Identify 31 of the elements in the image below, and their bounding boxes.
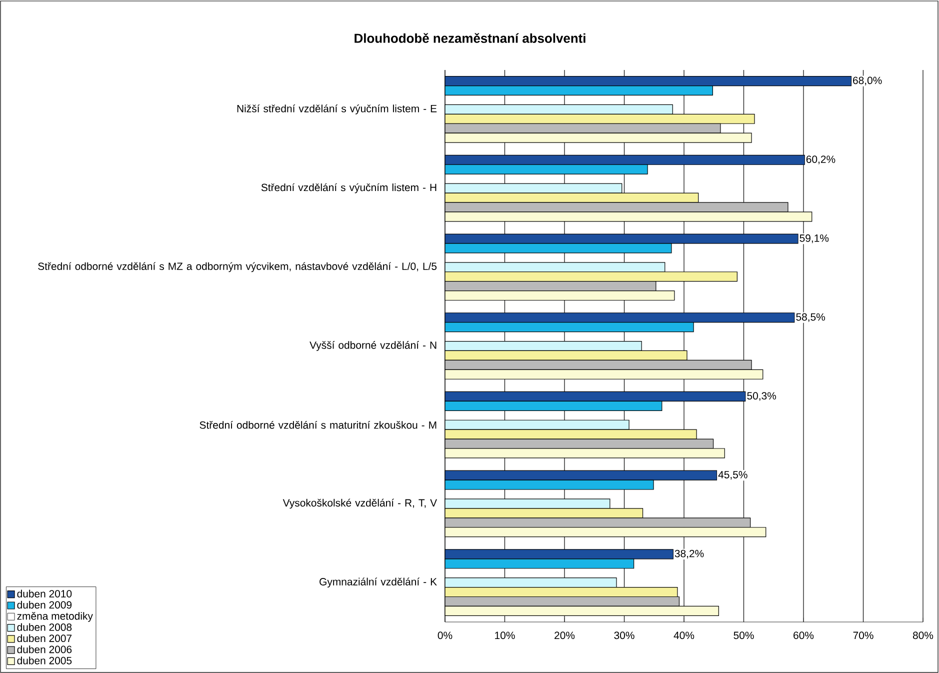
- data-label: 50,3%: [747, 392, 776, 401]
- legend-label: duben 2007: [17, 634, 72, 642]
- chart-title: Dlouhodobě nezaměstnaní absolventi: [354, 33, 586, 43]
- legend-label: duben 2006: [17, 645, 72, 654]
- data-label: 58,5%: [796, 313, 826, 322]
- data-label: 59,1%: [800, 234, 829, 244]
- x-tick-label: 60%: [794, 632, 814, 640]
- x-tick-label: 50%: [734, 632, 754, 640]
- legend-label: duben 2008: [17, 623, 72, 631]
- data-label: 45,5%: [718, 471, 748, 480]
- legend-label: změna metodiky: [17, 612, 93, 622]
- legend-label: duben 2009: [17, 600, 72, 609]
- x-tick-label: 10%: [495, 632, 515, 640]
- x-tick-label: 80%: [912, 632, 934, 640]
- y-tick-label: Střední odborné vzdělání s maturitní zkouškou - M: [200, 420, 436, 429]
- data-label: 38,2%: [674, 550, 704, 558]
- y-tick-label: Vysokoškolské vzdělání - R, T, V: [282, 498, 437, 509]
- legend-label: duben 2010: [17, 590, 72, 598]
- x-tick-label: 70%: [853, 632, 874, 640]
- y-tick-label: Gymnaziální vzdělání - K: [320, 578, 437, 588]
- data-label: 60,2%: [806, 156, 836, 164]
- data-label: 68,0%: [853, 76, 882, 86]
- y-tick-label: Střední odborné vzdělání s MZ a odborným výcvikem, nástavbové vzdělání - L/0, L/5: [38, 262, 437, 272]
- y-tick-label: Vyšší odborné vzdělání - N: [310, 341, 436, 351]
- x-tick-label: 30%: [614, 632, 634, 640]
- y-tick-label: Střední vzdělání s výučním listem - H: [261, 183, 436, 194]
- x-tick-label: 20%: [554, 632, 575, 640]
- x-tick-label: 0%: [438, 632, 452, 640]
- y-tick-label: Nižší střední vzdělání s výučním listem - E: [237, 104, 437, 114]
- x-tick-label: 40%: [674, 632, 694, 640]
- legend-label: duben 2005: [17, 656, 72, 664]
